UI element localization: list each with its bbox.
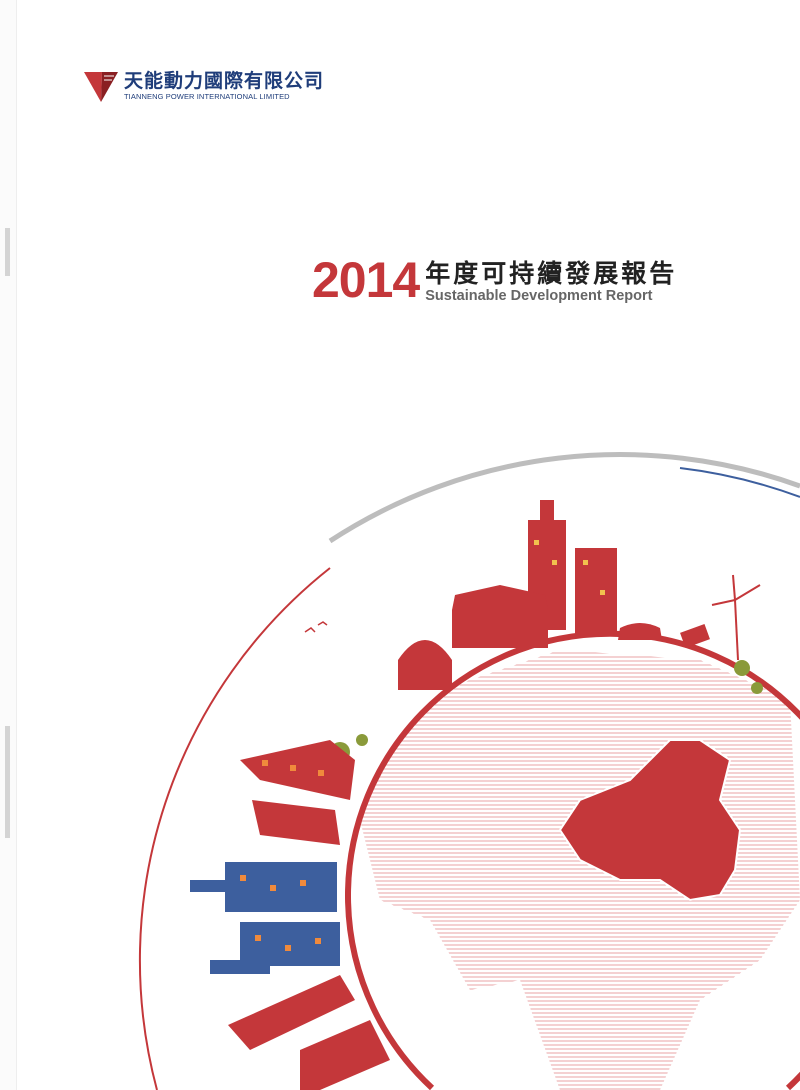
- report-title: 2014 年度可持續發展報告 Sustainable Development R…: [312, 252, 678, 308]
- blue-arc: [679, 467, 800, 498]
- red-outer-arc: [138, 567, 331, 1090]
- wind-turbine: [711, 574, 761, 661]
- gray-arc: [328, 452, 800, 544]
- report-title-en: Sustainable Development Report: [425, 288, 653, 304]
- globe: [348, 637, 800, 1090]
- company-name-cn: 天能動力國際有限公司: [124, 71, 325, 92]
- report-year: 2014: [312, 252, 420, 308]
- report-title-cn: 年度可持續發展報告: [425, 260, 678, 288]
- china-map: [558, 739, 742, 902]
- skyline-left: [190, 740, 390, 1090]
- birds-icon: [304, 621, 328, 633]
- company-name-en: TIANNENG POWER INTERNATIONAL LIMITED: [124, 92, 290, 101]
- company-logo: 天能動力國際有限公司 TIANNENG POWER INTERNATIONAL …: [84, 70, 324, 104]
- building-windows-left: [240, 760, 324, 951]
- solar-panel: [680, 624, 710, 648]
- building-windows: [534, 540, 605, 595]
- skyline-top: [398, 500, 662, 690]
- tianneng-logo-icon: [84, 72, 118, 102]
- book-spine: [0, 0, 17, 1090]
